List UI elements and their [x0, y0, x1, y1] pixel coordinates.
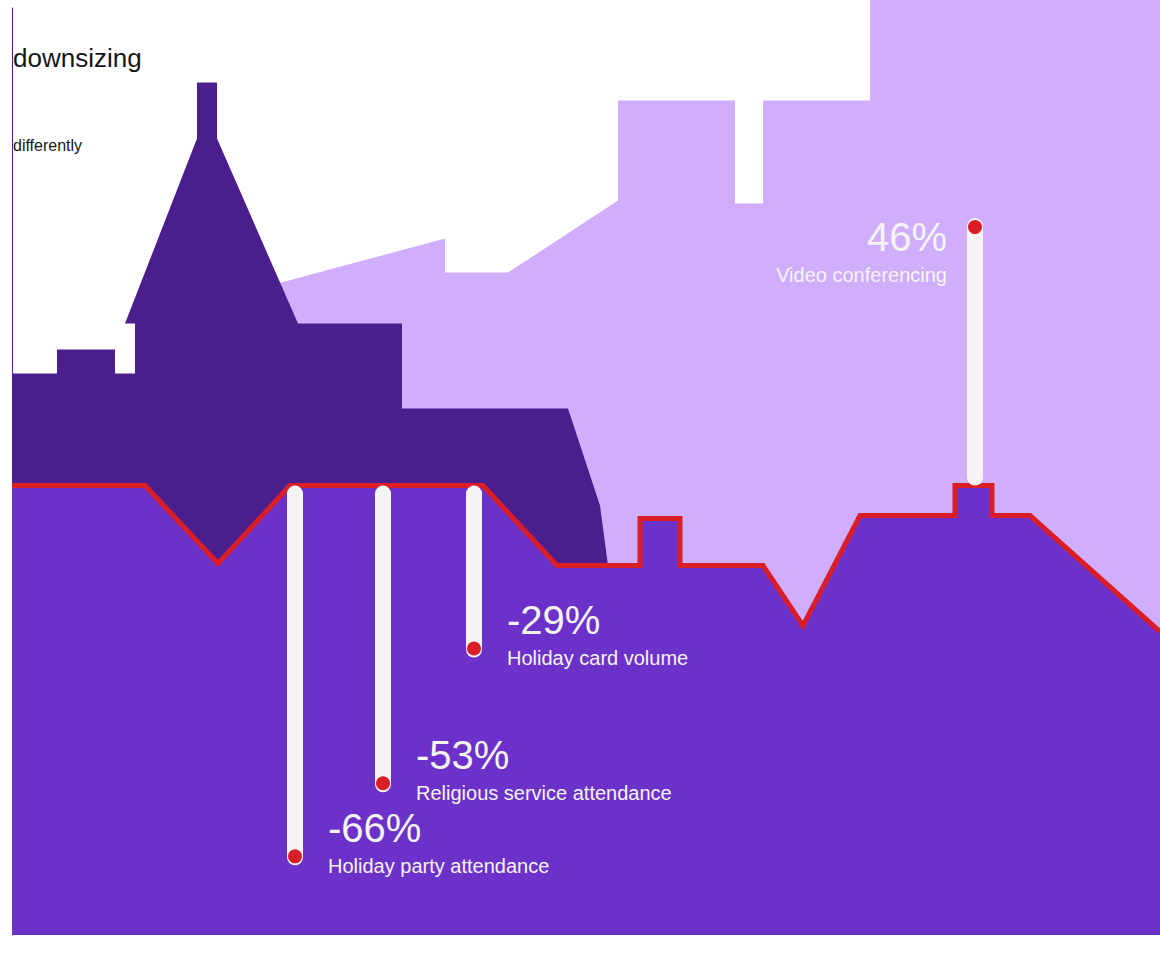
svg-text:-29%: -29% [507, 598, 600, 642]
svg-text:Religious service attendance: Religious service attendance [416, 782, 672, 804]
svg-text:downsizing: downsizing [13, 43, 142, 73]
svg-text:differently: differently [13, 137, 82, 154]
svg-text:Holiday card volume: Holiday card volume [507, 647, 688, 669]
svg-text:Holiday party attendance: Holiday party attendance [328, 855, 549, 877]
svg-text:Video conferencing: Video conferencing [776, 264, 947, 286]
svg-text:46%: 46% [867, 215, 947, 259]
svg-text:-66%: -66% [328, 806, 421, 850]
svg-text:-53%: -53% [416, 733, 509, 777]
